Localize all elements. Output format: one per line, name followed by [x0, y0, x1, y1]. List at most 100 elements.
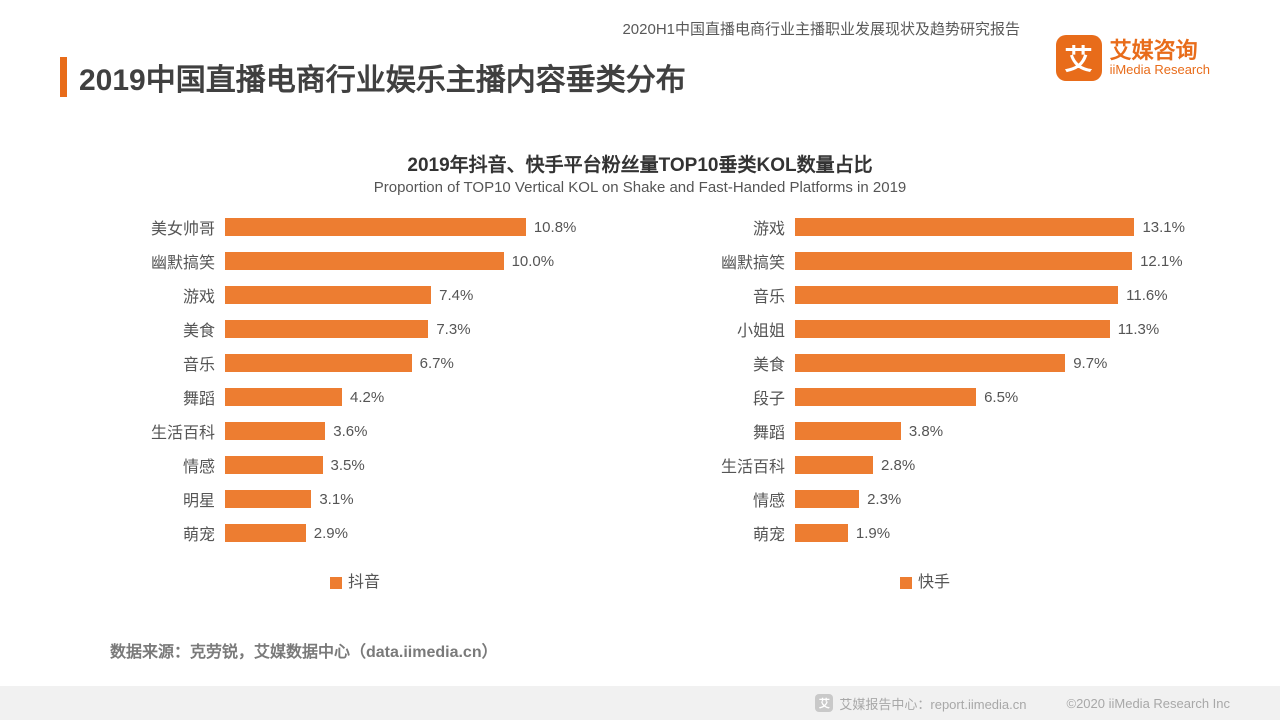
bar-area: 12.1% [795, 252, 1185, 270]
bar-row: 段子6.5% [665, 380, 1185, 414]
category-label: 舞蹈 [665, 419, 795, 443]
bar [225, 524, 306, 542]
category-label: 美女帅哥 [95, 215, 225, 239]
legend-label: 快手 [918, 574, 950, 591]
brand-logo: 艾 艾媒咨询 iiMedia Research [1056, 35, 1210, 81]
bar [225, 218, 526, 236]
bar-area: 1.9% [795, 524, 1185, 542]
bar [795, 218, 1134, 236]
chart-kuaishou: 游戏 13.1% 幽默搞笑12.1% 音乐 11.6% 小姐姐 11.3% 美食9.7%段子6… [665, 210, 1185, 592]
bar [795, 286, 1118, 304]
report-header: 2020H1中国直播电商行业主播职业发展现状及趋势研究报告 [622, 18, 1020, 39]
value-label: 11.3% [1118, 321, 1159, 338]
bar-area: 7.3% [225, 320, 615, 338]
bar-row: 幽默搞笑 10.0% [95, 244, 615, 278]
value-label: 13.1% [1142, 219, 1185, 236]
category-label: 音乐 [95, 351, 225, 375]
bar-row: 情感3.5% [95, 448, 615, 482]
data-source: 数据来源：克劳锐，艾媒数据中心（data.iimedia.cn） [110, 638, 498, 662]
category-label: 生活百科 [665, 453, 795, 477]
bar-row: 音乐 11.6% [665, 278, 1185, 312]
legend-swatch [330, 577, 342, 589]
bar-row: 游戏7.4% [95, 278, 615, 312]
logo-en: iiMedia Research [1110, 63, 1210, 77]
value-label: 6.5% [984, 389, 1018, 406]
value-label: 10.0% [512, 253, 555, 270]
chart-title-en: Proportion of TOP10 Vertical KOL on Shak… [0, 179, 1280, 196]
category-label: 美食 [95, 317, 225, 341]
bar-row: 音乐 6.7% [95, 346, 615, 380]
bar-row: 美食9.7% [665, 346, 1185, 380]
bar-row: 生活百科 3.6% [95, 414, 615, 448]
bar-area: 3.1% [225, 490, 615, 508]
bar-row: 美食 7.3% [95, 312, 615, 346]
category-label: 生活百科 [95, 419, 225, 443]
category-label: 舞蹈 [95, 385, 225, 409]
legend-label: 抖音 [348, 574, 380, 591]
bar-area: 13.1% [795, 218, 1185, 236]
value-label: 3.1% [319, 491, 353, 508]
footer-report-center: 艾 艾媒报告中心：report.iimedia.cn [815, 694, 1026, 713]
category-label: 小姐姐 [665, 317, 795, 341]
bar [225, 354, 412, 372]
bar [225, 490, 311, 508]
bar [795, 456, 873, 474]
bar [225, 252, 504, 270]
legend-swatch [900, 577, 912, 589]
bar-row: 幽默搞笑12.1% [665, 244, 1185, 278]
chart-legend: 快手 [665, 568, 1185, 592]
bar [225, 320, 428, 338]
value-label: 7.4% [439, 287, 473, 304]
chart-title-block: 2019年抖音、快手平台粉丝量TOP10垂类KOL数量占比 Proportion… [0, 150, 1280, 196]
bar [795, 490, 859, 508]
logo-icon: 艾 [1056, 35, 1102, 81]
bar [795, 422, 901, 440]
value-label: 2.8% [881, 457, 915, 474]
bar-row: 美女帅哥 10.8% [95, 210, 615, 244]
value-label: 10.8% [534, 219, 577, 236]
value-label: 11.6% [1126, 287, 1167, 304]
bar-area: 6.5% [795, 388, 1185, 406]
value-label: 3.8% [909, 423, 943, 440]
value-label: 3.6% [333, 423, 367, 440]
category-label: 情感 [665, 487, 795, 511]
value-label: 6.7% [420, 355, 454, 372]
bar-area: 2.9% [225, 524, 615, 542]
bar-area: 3.5% [225, 456, 615, 474]
category-label: 音乐 [665, 283, 795, 307]
bar-area: 10.0% [225, 252, 615, 270]
bar [795, 524, 848, 542]
value-label: 2.3% [867, 491, 901, 508]
bar-area: 10.8% [225, 218, 615, 236]
bar-area: 4.2% [225, 388, 615, 406]
bar-area: 11.3% [795, 320, 1185, 338]
logo-cn: 艾媒咨询 [1110, 39, 1210, 63]
category-label: 游戏 [665, 215, 795, 239]
bar-row: 舞蹈 3.8% [665, 414, 1185, 448]
bar-row: 舞蹈4.2% [95, 380, 615, 414]
bar [225, 422, 325, 440]
page-title: 2019中国直播电商行业娱乐主播内容垂类分布 [79, 55, 686, 99]
chart-legend: 抖音 [95, 568, 615, 592]
category-label: 幽默搞笑 [95, 249, 225, 273]
bar [795, 320, 1110, 338]
value-label: 2.9% [314, 525, 348, 542]
bar-area: 6.7% [225, 354, 615, 372]
bar-area: 3.6% [225, 422, 615, 440]
bar-row: 萌宠 2.9% [95, 516, 615, 550]
bar-area: 2.8% [795, 456, 1185, 474]
bar-row: 小姐姐 11.3% [665, 312, 1185, 346]
bar [225, 286, 431, 304]
value-label: 1.9% [856, 525, 890, 542]
bar-row: 游戏 13.1% [665, 210, 1185, 244]
value-label: 12.1% [1140, 253, 1183, 270]
chart-douyin: 美女帅哥 10.8% 幽默搞笑 10.0% 游戏7.4% 美食 7.3% 音乐 6.7% 舞蹈4.… [95, 210, 615, 592]
value-label: 7.3% [436, 321, 470, 338]
category-label: 美食 [665, 351, 795, 375]
footer-bar: 艾 艾媒报告中心：report.iimedia.cn ©2020 iiMedia… [0, 686, 1280, 720]
footer-copyright: ©2020 iiMedia Research Inc [1067, 696, 1231, 711]
bar [795, 252, 1132, 270]
category-label: 萌宠 [95, 521, 225, 545]
bar-area: 2.3% [795, 490, 1185, 508]
bar [225, 388, 342, 406]
